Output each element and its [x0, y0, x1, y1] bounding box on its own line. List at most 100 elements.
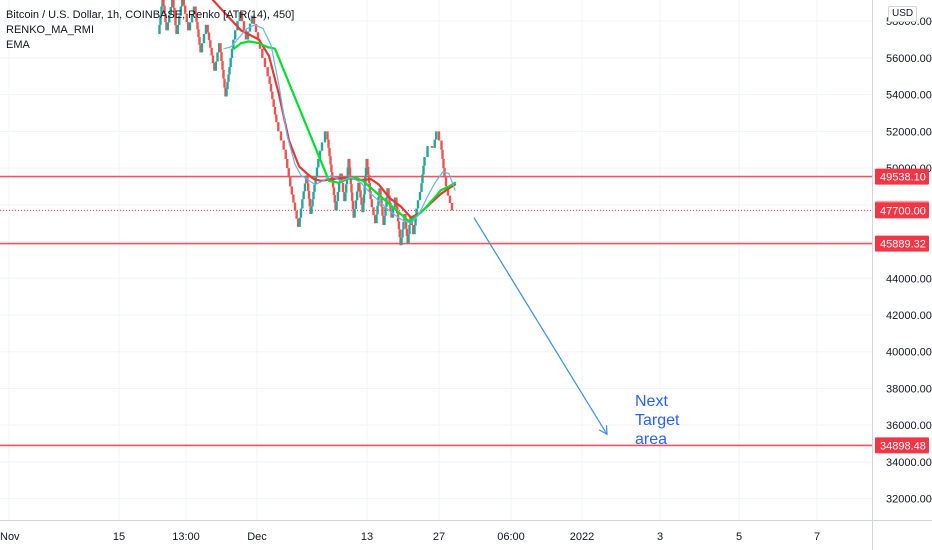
renko-brick-down: [358, 182, 361, 191]
renko-brick-up: [426, 146, 429, 158]
renko-brick-down: [163, 5, 166, 14]
renko-brick-up: [420, 183, 423, 192]
renko-brick-down: [266, 67, 269, 77]
price-label-tag: 47700.00: [875, 202, 929, 219]
target-arrow-head: [598, 425, 608, 436]
renko-brick-down: [412, 225, 415, 235]
renko-brick-down: [326, 131, 329, 140]
renko-brick-up: [363, 185, 366, 195]
renko-brick-up: [301, 199, 304, 209]
renko-brick-down: [330, 164, 333, 173]
renko-brick-down: [175, 25, 178, 35]
renko-brick-down: [373, 215, 377, 224]
renko-brick-up: [413, 225, 416, 235]
time-axis: Nov 15 13:00 Dec 13 27 06:00 2022 3 5 7: [0, 531, 820, 543]
renko-brick-down: [351, 192, 354, 201]
renko-brick-down: [197, 29, 200, 38]
renko-brick-down: [242, 21, 246, 31]
renko-brick-up: [217, 43, 221, 53]
grid-lines: [0, 0, 872, 520]
time-tick-label: Nov: [0, 531, 20, 543]
price-label-box: [875, 235, 929, 252]
renko-brick-up: [408, 225, 411, 235]
renko-brick-down: [165, 22, 168, 31]
renko-brick-down: [196, 21, 199, 30]
renko-brick-down: [348, 158, 351, 168]
renko-brick-up: [423, 157, 426, 166]
renko-brick-down: [213, 63, 216, 71]
renko-brick-down: [252, 15, 256, 24]
indicator-line-blue: [223, 24, 456, 224]
renko-brick-down: [289, 177, 292, 187]
price-tick-label: 36000.00: [886, 420, 932, 432]
price-tick-label: 34000.00: [886, 457, 932, 469]
renko-brick-up: [391, 207, 395, 218]
renko-brick-down: [275, 114, 278, 123]
renko-brick-up: [346, 167, 349, 176]
renko-brick-down: [292, 194, 295, 203]
price-label-tag: 34898.48: [875, 437, 929, 454]
renko-brick-down: [359, 190, 362, 198]
renko-brick-down: [268, 76, 271, 84]
price-tick-label: 44000.00: [886, 273, 932, 285]
renko-brick-up: [355, 191, 359, 201]
renko-brick-up: [159, 15, 162, 25]
plot-area: Next Target area: [0, 0, 872, 448]
renko-brick-up: [226, 81, 229, 90]
renko-brick-down: [206, 24, 209, 33]
renko-brick-down: [450, 202, 454, 211]
renko-brick-down: [351, 200, 355, 210]
renko-brick-up: [335, 201, 338, 211]
currency-badge[interactable]: USD: [888, 6, 918, 22]
renko-brick-up: [227, 74, 230, 82]
renko-brick-up: [323, 131, 327, 143]
renko-brick-up: [298, 217, 301, 227]
renko-brick-up: [354, 200, 358, 209]
time-tick-label: 2022: [570, 531, 594, 543]
renko-brick-down: [327, 139, 330, 148]
renko-brick-down: [441, 149, 444, 159]
time-tick-label: 27: [433, 531, 445, 543]
renko-brick-down: [307, 183, 310, 191]
renko-brick-up: [383, 215, 386, 226]
renko-brick-up: [364, 167, 368, 177]
renko-brick-down: [207, 32, 211, 41]
renko-brick-down: [360, 197, 363, 205]
renko-brick-down: [341, 182, 345, 192]
renko-brick-down: [379, 188, 382, 198]
indicator-renko-ma-rmi[interactable]: RENKO_MA_RMI: [6, 24, 95, 36]
renko-brick-down: [209, 40, 212, 48]
renko-brick-down: [437, 131, 441, 141]
renko-brick-down: [446, 186, 450, 196]
renko-brick-down: [398, 229, 401, 238]
price-tick-label: 52000.00: [886, 126, 932, 138]
price-label-tag: 45889.32: [875, 235, 929, 252]
renko-brick-down: [388, 195, 391, 203]
renko-brick-down: [261, 48, 264, 58]
renko-brick-up: [362, 203, 365, 213]
symbol-title[interactable]: Bitcoin / U.S. Dollar, 1h, COINBASE, Ren…: [6, 9, 295, 21]
renko-brick-down: [440, 140, 443, 150]
renko-brick-down: [396, 205, 399, 214]
renko-brick-up: [402, 221, 405, 230]
renko-brick-down: [332, 187, 336, 196]
renko-brick-down: [405, 228, 409, 237]
renko-brick-down: [308, 198, 311, 207]
renko-brick-up: [421, 174, 424, 184]
renko-brick-up: [200, 43, 204, 53]
renko-brick-up: [158, 24, 161, 35]
time-tick-label: 13:00: [172, 531, 200, 543]
price-label-text: 49538.10: [880, 172, 926, 184]
renko-brick-up: [169, 6, 172, 15]
renko-brick-down: [381, 206, 384, 216]
price-label-box: [875, 168, 929, 185]
indicator-ema[interactable]: EMA: [6, 39, 30, 51]
renko-brick-up: [179, 6, 182, 16]
renko-brick-up: [312, 191, 315, 200]
renko-brick-down: [244, 30, 248, 40]
price-label-text: 34898.48: [880, 440, 926, 452]
renko-brick-up: [422, 165, 425, 175]
renko-brick-up: [353, 208, 356, 218]
annotation-line: area: [635, 431, 667, 448]
